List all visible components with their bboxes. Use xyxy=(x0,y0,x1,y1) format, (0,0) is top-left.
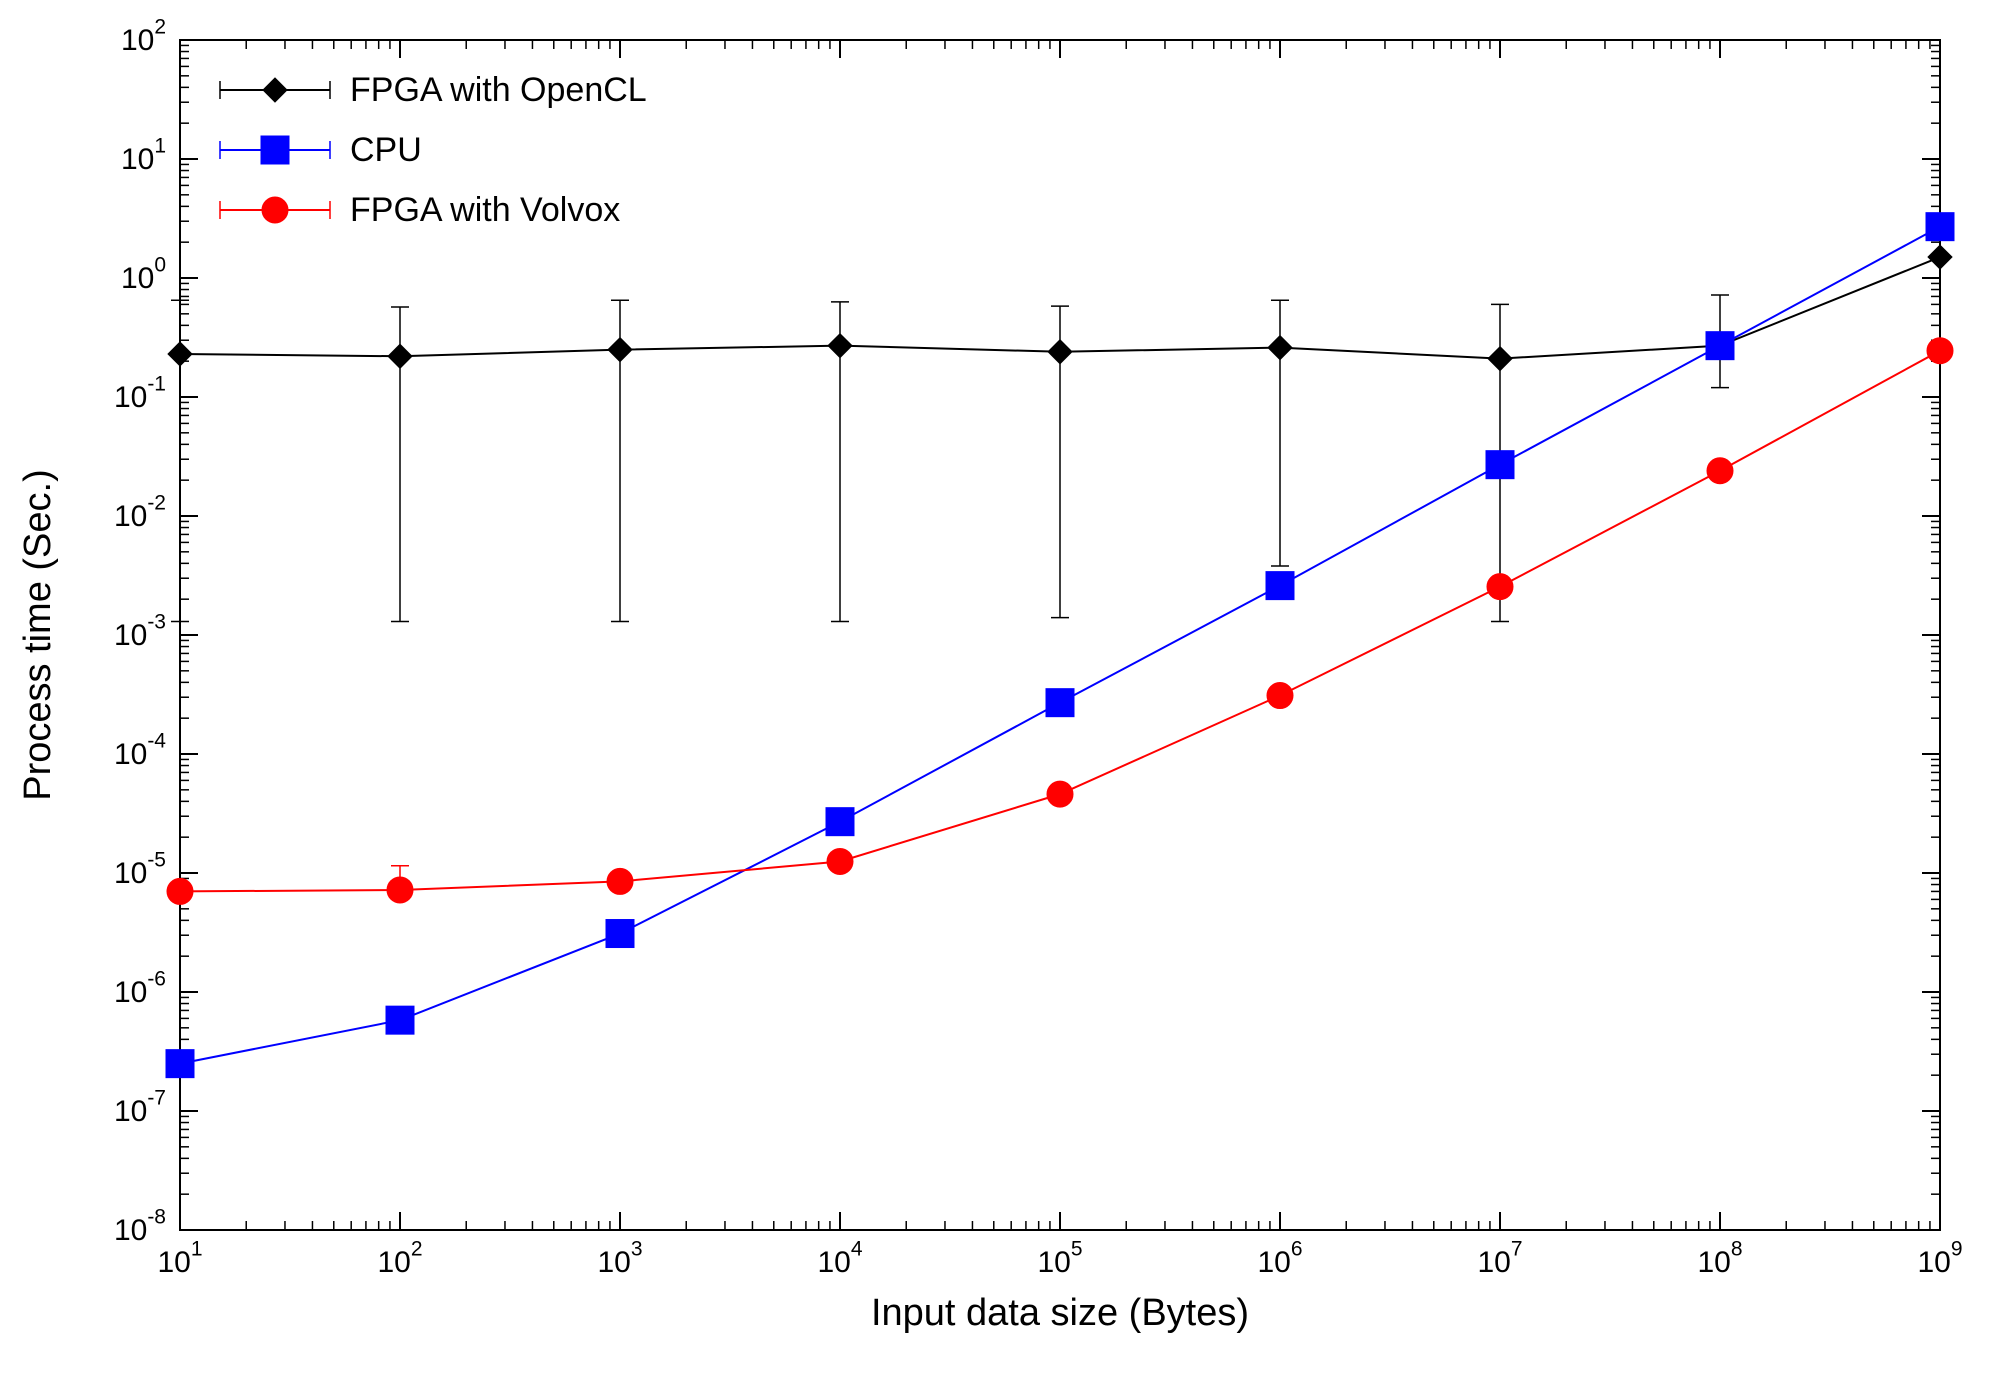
y-tick-label: 10-6 xyxy=(114,968,166,1010)
x-tick-label: 107 xyxy=(1477,1238,1522,1280)
y-tick-label: 10-4 xyxy=(114,730,166,772)
y-tick-label: 10-2 xyxy=(114,492,166,534)
y-tick-label: 101 xyxy=(121,135,166,177)
y-tick-label: 100 xyxy=(121,254,166,296)
y-tick-label: 10-3 xyxy=(114,611,166,653)
y-axis-label: Process time (Sec.) xyxy=(17,469,59,801)
x-tick-label: 106 xyxy=(1257,1238,1302,1280)
x-axis-label: Input data size (Bytes) xyxy=(871,1292,1249,1334)
x-tick-label: 108 xyxy=(1697,1238,1742,1280)
process-time-chart: 101 102 103 104 105 106 107 108 109 10-8 10-7 10-6 1… xyxy=(0,0,2000,1400)
legend: FPGA with OpenCL CPU FPGA with Volvox xyxy=(220,71,647,229)
x-tick-label: 102 xyxy=(377,1238,422,1280)
x-tick-label: 101 xyxy=(157,1238,202,1280)
y-tick-label: 10-8 xyxy=(114,1206,166,1248)
y-tick-label: 10-5 xyxy=(114,849,166,891)
chart-container: 101 102 103 104 105 106 107 108 109 10-8 10-7 10-6 1… xyxy=(0,0,2000,1400)
y-tick-label: 10-1 xyxy=(114,373,166,415)
legend-label-cpu: CPU xyxy=(350,131,422,169)
x-tick-label: 109 xyxy=(1917,1238,1962,1280)
x-tick-label: 103 xyxy=(597,1238,642,1280)
x-tick-label: 104 xyxy=(817,1238,862,1280)
legend-label-opencl: FPGA with OpenCL xyxy=(350,71,647,109)
y-tick-label: 10-7 xyxy=(114,1087,166,1129)
y-tick-label: 102 xyxy=(121,16,166,58)
x-tick-label: 105 xyxy=(1037,1238,1082,1280)
legend-label-volvox: FPGA with Volvox xyxy=(350,191,620,229)
series-opencl xyxy=(168,245,1952,621)
